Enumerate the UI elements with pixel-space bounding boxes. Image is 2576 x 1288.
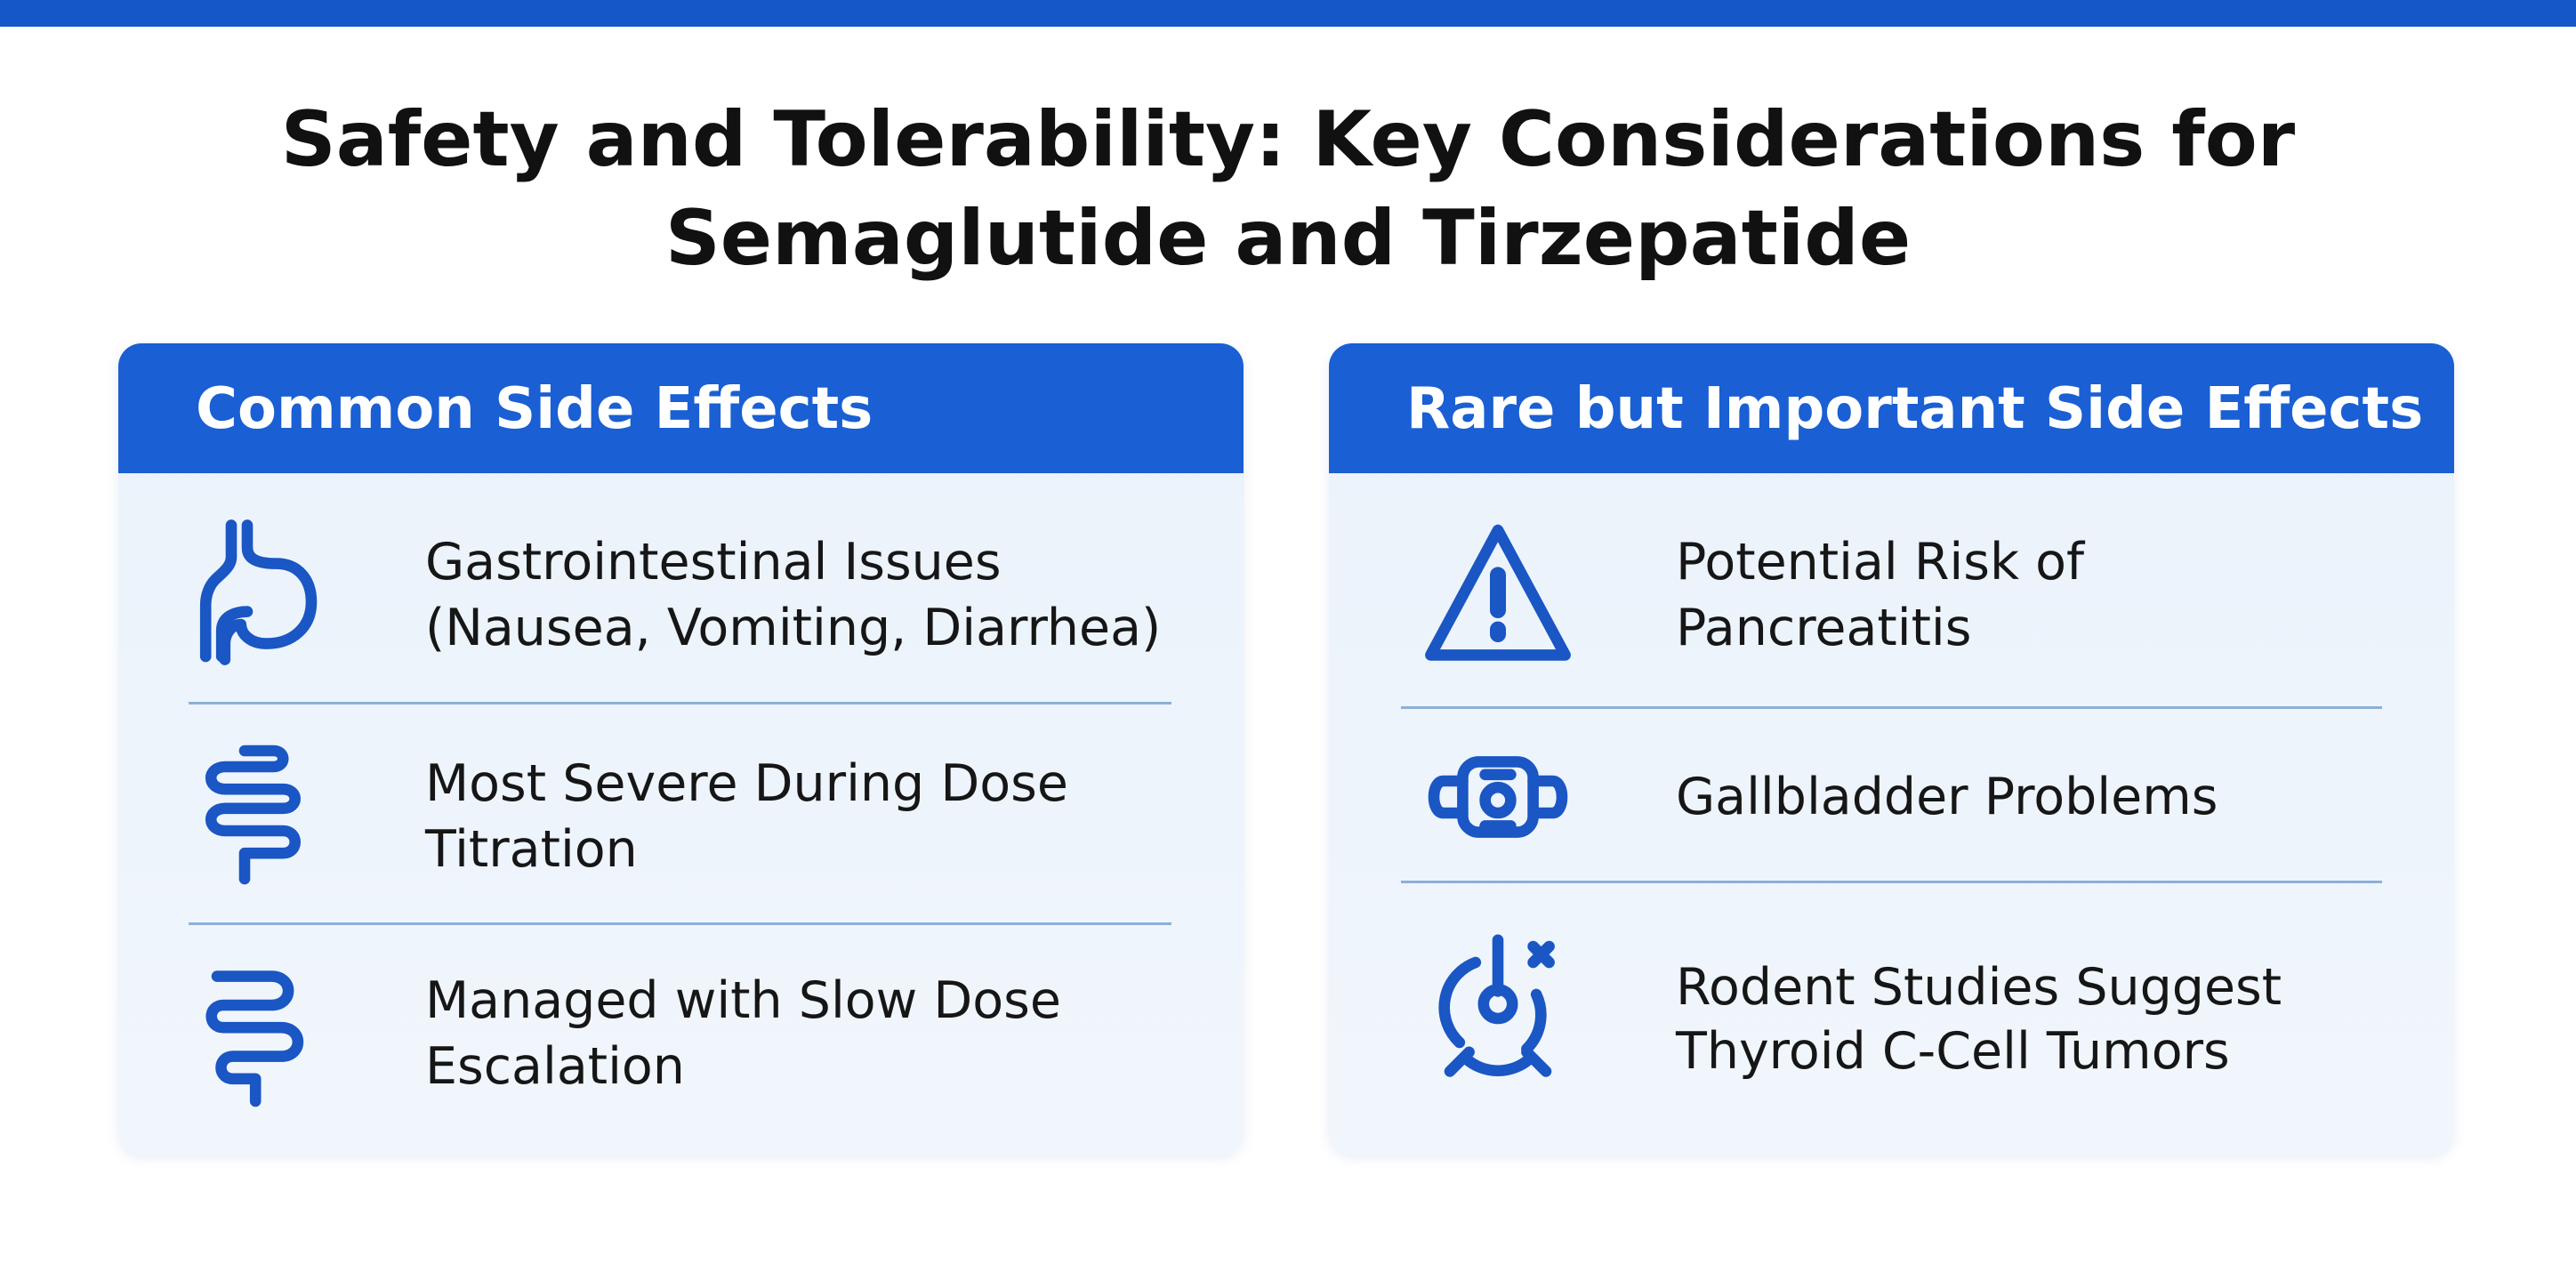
card-title: Rare but Important Side Effects — [1406, 376, 2424, 442]
thyroid-icon — [1438, 934, 1555, 1077]
stomach-icon — [199, 519, 318, 665]
page-title: Safety and Tolerability: Key Considerati… — [280, 95, 2296, 184]
divider — [1401, 706, 2382, 709]
card-title: Common Side Effects — [196, 376, 873, 442]
top-bar — [0, 0, 2576, 27]
card: Common Side Effects Gastrointestinal Iss… — [118, 343, 1244, 1155]
item-text: Gallbladder Problems — [1676, 768, 2218, 826]
intestine-icon — [205, 745, 301, 885]
divider — [1401, 881, 2382, 883]
item-text: Managed with Slow Dose — [425, 971, 1061, 1030]
item-text: Gastrointestinal Issues — [425, 533, 1002, 592]
item-text: Rodent Studies Suggest — [1676, 958, 2282, 1017]
item-text: (Nausea, Vomiting, Diarrhea) — [425, 599, 1162, 657]
item-text: Most Severe During Dose — [425, 754, 1068, 813]
item-text: Pancreatitis — [1676, 599, 1972, 657]
card-header — [118, 343, 1244, 473]
card-header — [1329, 343, 2454, 473]
card: Rare but Important Side Effects Potentia… — [1329, 343, 2454, 1155]
divider — [189, 702, 1171, 704]
intestine-icon — [205, 970, 304, 1107]
divider — [189, 922, 1171, 925]
item-text: Titration — [425, 820, 638, 879]
page-title: Semaglutide and Tirzepatide — [664, 194, 1912, 283]
warning-icon — [1425, 524, 1571, 661]
gallbladder-icon — [1428, 756, 1568, 838]
item-text: Potential Risk of — [1676, 533, 2085, 592]
item-text: Thyroid C-Cell Tumors — [1676, 1022, 2230, 1081]
item-text: Escalation — [425, 1037, 685, 1096]
